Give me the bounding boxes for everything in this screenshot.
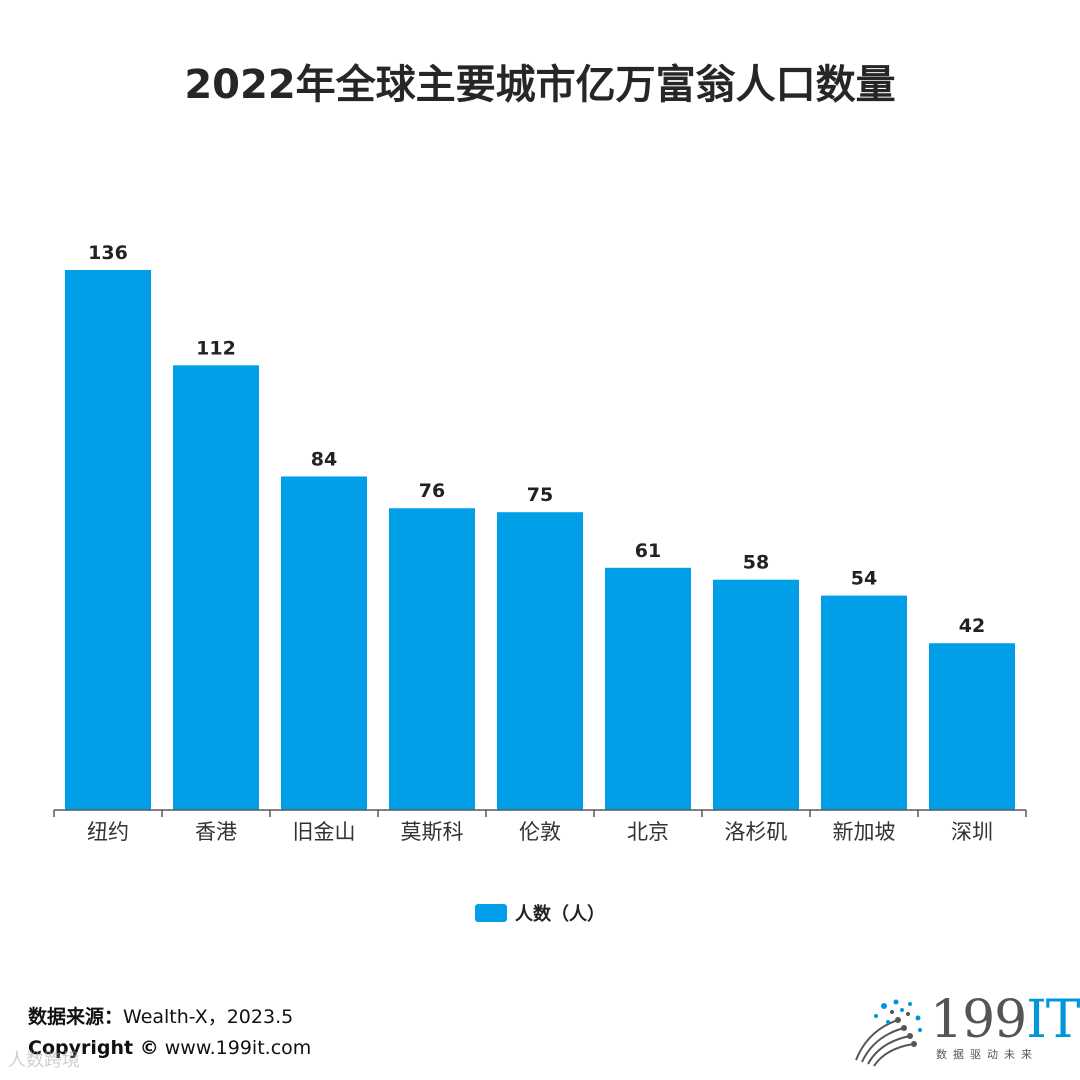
- copyright-url[interactable]: www.199it.com: [164, 1037, 312, 1059]
- bar-2: [173, 365, 259, 810]
- logo-subtitle: 数据驱动未来: [936, 1048, 1038, 1061]
- data-label-3: 84: [311, 448, 337, 470]
- logo-wordmark: 199IT: [930, 990, 1080, 1050]
- category-label-9: 深圳: [951, 820, 993, 844]
- source-value: Wealth-X，2023.5: [123, 1006, 294, 1028]
- category-label-2: 香港: [195, 820, 237, 844]
- category-label-7: 洛杉矶: [725, 820, 788, 844]
- category-label-5: 伦敦: [519, 820, 561, 844]
- category-label-4: 莫斯科: [401, 820, 464, 844]
- category-label-3: 旧金山: [293, 820, 356, 844]
- bar-6: [605, 567, 691, 810]
- category-label-8: 新加坡: [833, 820, 896, 844]
- copyright-label: Copyright ©: [28, 1037, 159, 1059]
- data-label-5: 75: [527, 484, 553, 506]
- category-label-1: 纽约: [87, 820, 129, 844]
- data-label-1: 136: [88, 242, 128, 264]
- bar-4: [389, 508, 475, 810]
- data-label-8: 54: [851, 568, 877, 590]
- data-label-6: 61: [635, 540, 661, 562]
- legend: 人数（人）: [0, 900, 1080, 926]
- data-label-2: 112: [196, 337, 236, 359]
- bar-3: [281, 476, 367, 810]
- bar-8: [821, 595, 907, 810]
- chart-title: 2022年全球主要城市亿万富翁人口数量: [184, 62, 896, 108]
- copyright: Copyright © www.199it.com: [28, 1037, 311, 1059]
- logo-number: 199: [930, 990, 1027, 1050]
- data-label-7: 58: [743, 552, 769, 574]
- data-label-4: 76: [419, 480, 445, 502]
- data-source: 数据来源：Wealth-X，2023.5: [28, 1002, 293, 1029]
- legend-swatch: [475, 904, 507, 922]
- logo-it: IT: [1026, 990, 1080, 1050]
- category-label-6: 北京: [627, 820, 669, 844]
- legend-label: 人数（人）: [515, 904, 605, 925]
- logo: 199IT 数据驱动未来: [848, 990, 1080, 1070]
- bar-5: [497, 512, 583, 810]
- bar-7: [713, 579, 799, 810]
- bar-1: [65, 270, 151, 810]
- data-label-9: 42: [959, 615, 985, 637]
- logo-dots-icon: [855, 999, 922, 1067]
- source-label: 数据来源：: [28, 1006, 124, 1028]
- watermark-text: 人数跨境: [8, 1050, 80, 1071]
- bar-9: [929, 643, 1015, 810]
- bar-chart: 136 纽约 112 香港 84 旧金山 76 莫斯科 75 伦敦 61 北京 58 洛杉矶 54 新加坡 42…: [53, 242, 1027, 844]
